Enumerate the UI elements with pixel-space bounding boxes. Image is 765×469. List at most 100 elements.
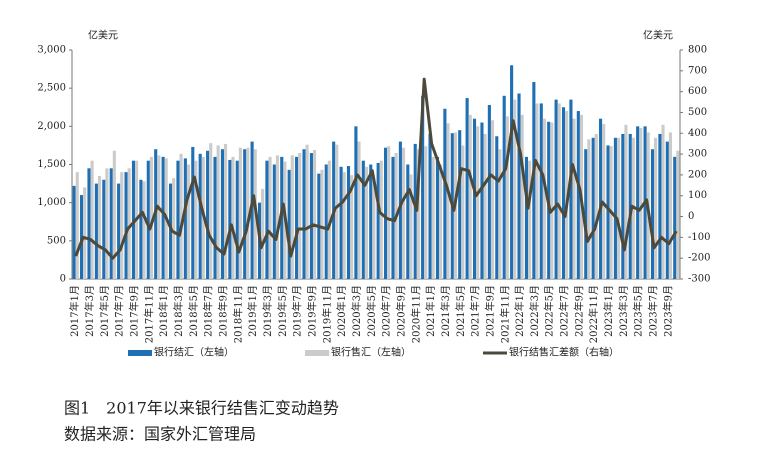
bar xyxy=(324,164,328,279)
bar xyxy=(409,174,413,279)
bar xyxy=(354,126,358,279)
bar xyxy=(142,181,146,279)
bar xyxy=(335,144,339,279)
legend-label: 银行结售汇差额（右轴） xyxy=(509,346,619,359)
bar xyxy=(127,168,131,279)
bar xyxy=(591,137,595,279)
bar xyxy=(379,160,383,279)
bar xyxy=(102,179,106,279)
bar xyxy=(636,126,640,279)
bar xyxy=(624,124,628,279)
bar xyxy=(272,164,276,279)
x-tick-label: 2020年5月 xyxy=(365,285,378,337)
bar xyxy=(554,99,558,279)
bar xyxy=(235,160,239,279)
x-tick-label: 2022年11月 xyxy=(587,285,600,343)
bar xyxy=(542,118,546,279)
bar xyxy=(673,156,677,279)
y2-tick-label: 0 xyxy=(688,211,694,222)
x-tick-label: 2022年9月 xyxy=(572,285,585,337)
bar xyxy=(364,166,368,279)
x-tick-label: 2017年5月 xyxy=(98,285,111,337)
bar xyxy=(186,164,191,279)
bar xyxy=(149,156,153,279)
bar xyxy=(428,133,432,279)
x-tick-label: 2023年5月 xyxy=(632,285,645,337)
bar xyxy=(658,133,662,279)
x-tick-label: 2019年9月 xyxy=(305,285,318,337)
bar xyxy=(621,133,625,279)
bar xyxy=(72,185,76,279)
bar xyxy=(312,149,317,279)
x-tick-label: 2020年7月 xyxy=(380,285,393,337)
bar xyxy=(650,149,655,279)
legend-label: 银行结汇（左轴） xyxy=(154,346,234,359)
bar xyxy=(465,98,469,279)
y2-tick-label: 600 xyxy=(688,86,707,97)
bar xyxy=(398,141,402,279)
x-tick-label: 2020年1月 xyxy=(335,285,348,337)
bar xyxy=(676,150,680,279)
x-tick-label: 2017年9月 xyxy=(128,285,141,337)
bar xyxy=(139,179,143,279)
x-tick-label: 2019年11月 xyxy=(320,285,333,343)
bar xyxy=(446,123,450,279)
y2-tick-label: 100 xyxy=(688,190,707,201)
x-tick-label: 2018年11月 xyxy=(231,285,244,343)
bar xyxy=(668,132,672,279)
bar xyxy=(105,168,109,279)
bar xyxy=(569,99,573,279)
bar xyxy=(183,158,187,279)
x-tick-label: 2018年7月 xyxy=(202,285,215,337)
bar xyxy=(346,166,351,279)
x-tick-label: 2021年11月 xyxy=(498,285,511,343)
source-note: 数据来源：国家外汇管理局 xyxy=(64,425,256,444)
bar xyxy=(131,160,136,279)
bar xyxy=(161,156,165,279)
x-tick-label: 2023年1月 xyxy=(602,285,615,337)
legend-swatch xyxy=(305,350,329,356)
bar xyxy=(172,178,176,279)
bar xyxy=(361,160,365,279)
x-tick-label: 2021年9月 xyxy=(483,285,496,337)
y-tick-label: 2,000 xyxy=(37,121,66,132)
bar xyxy=(616,137,621,279)
x-tick-label: 2019年7月 xyxy=(291,285,304,337)
bar xyxy=(517,93,521,279)
bar xyxy=(120,172,124,279)
legend-swatch xyxy=(128,350,152,356)
bar xyxy=(87,168,91,279)
x-tick-label: 2021年3月 xyxy=(439,285,452,337)
bar xyxy=(387,146,391,279)
bar xyxy=(243,149,247,279)
bar xyxy=(472,118,477,279)
y-tick-label: 1,500 xyxy=(37,159,66,170)
bar xyxy=(483,133,487,279)
bar xyxy=(198,153,202,279)
x-tick-label: 2023年7月 xyxy=(647,285,660,337)
bar xyxy=(97,175,102,279)
bar xyxy=(231,156,235,279)
bar xyxy=(157,155,161,279)
bar xyxy=(261,188,265,279)
x-tick-label: 2020年11月 xyxy=(409,285,422,343)
bar xyxy=(176,160,180,279)
bar xyxy=(439,164,443,279)
bar xyxy=(458,130,462,279)
bar xyxy=(435,156,440,279)
x-tick-label: 2018年3月 xyxy=(172,285,185,337)
bar xyxy=(265,160,269,279)
y2-tick-label: 400 xyxy=(688,128,707,139)
bar xyxy=(528,160,532,279)
bar xyxy=(342,172,346,279)
bar xyxy=(213,156,217,279)
bar xyxy=(376,162,380,279)
bar xyxy=(606,145,610,279)
bar xyxy=(83,187,87,279)
x-tick-label: 2022年7月 xyxy=(558,285,571,337)
x-tick-label: 2017年1月 xyxy=(68,285,81,337)
bar xyxy=(206,150,210,279)
bar xyxy=(431,156,435,279)
bar xyxy=(613,137,617,279)
bar xyxy=(576,111,580,279)
